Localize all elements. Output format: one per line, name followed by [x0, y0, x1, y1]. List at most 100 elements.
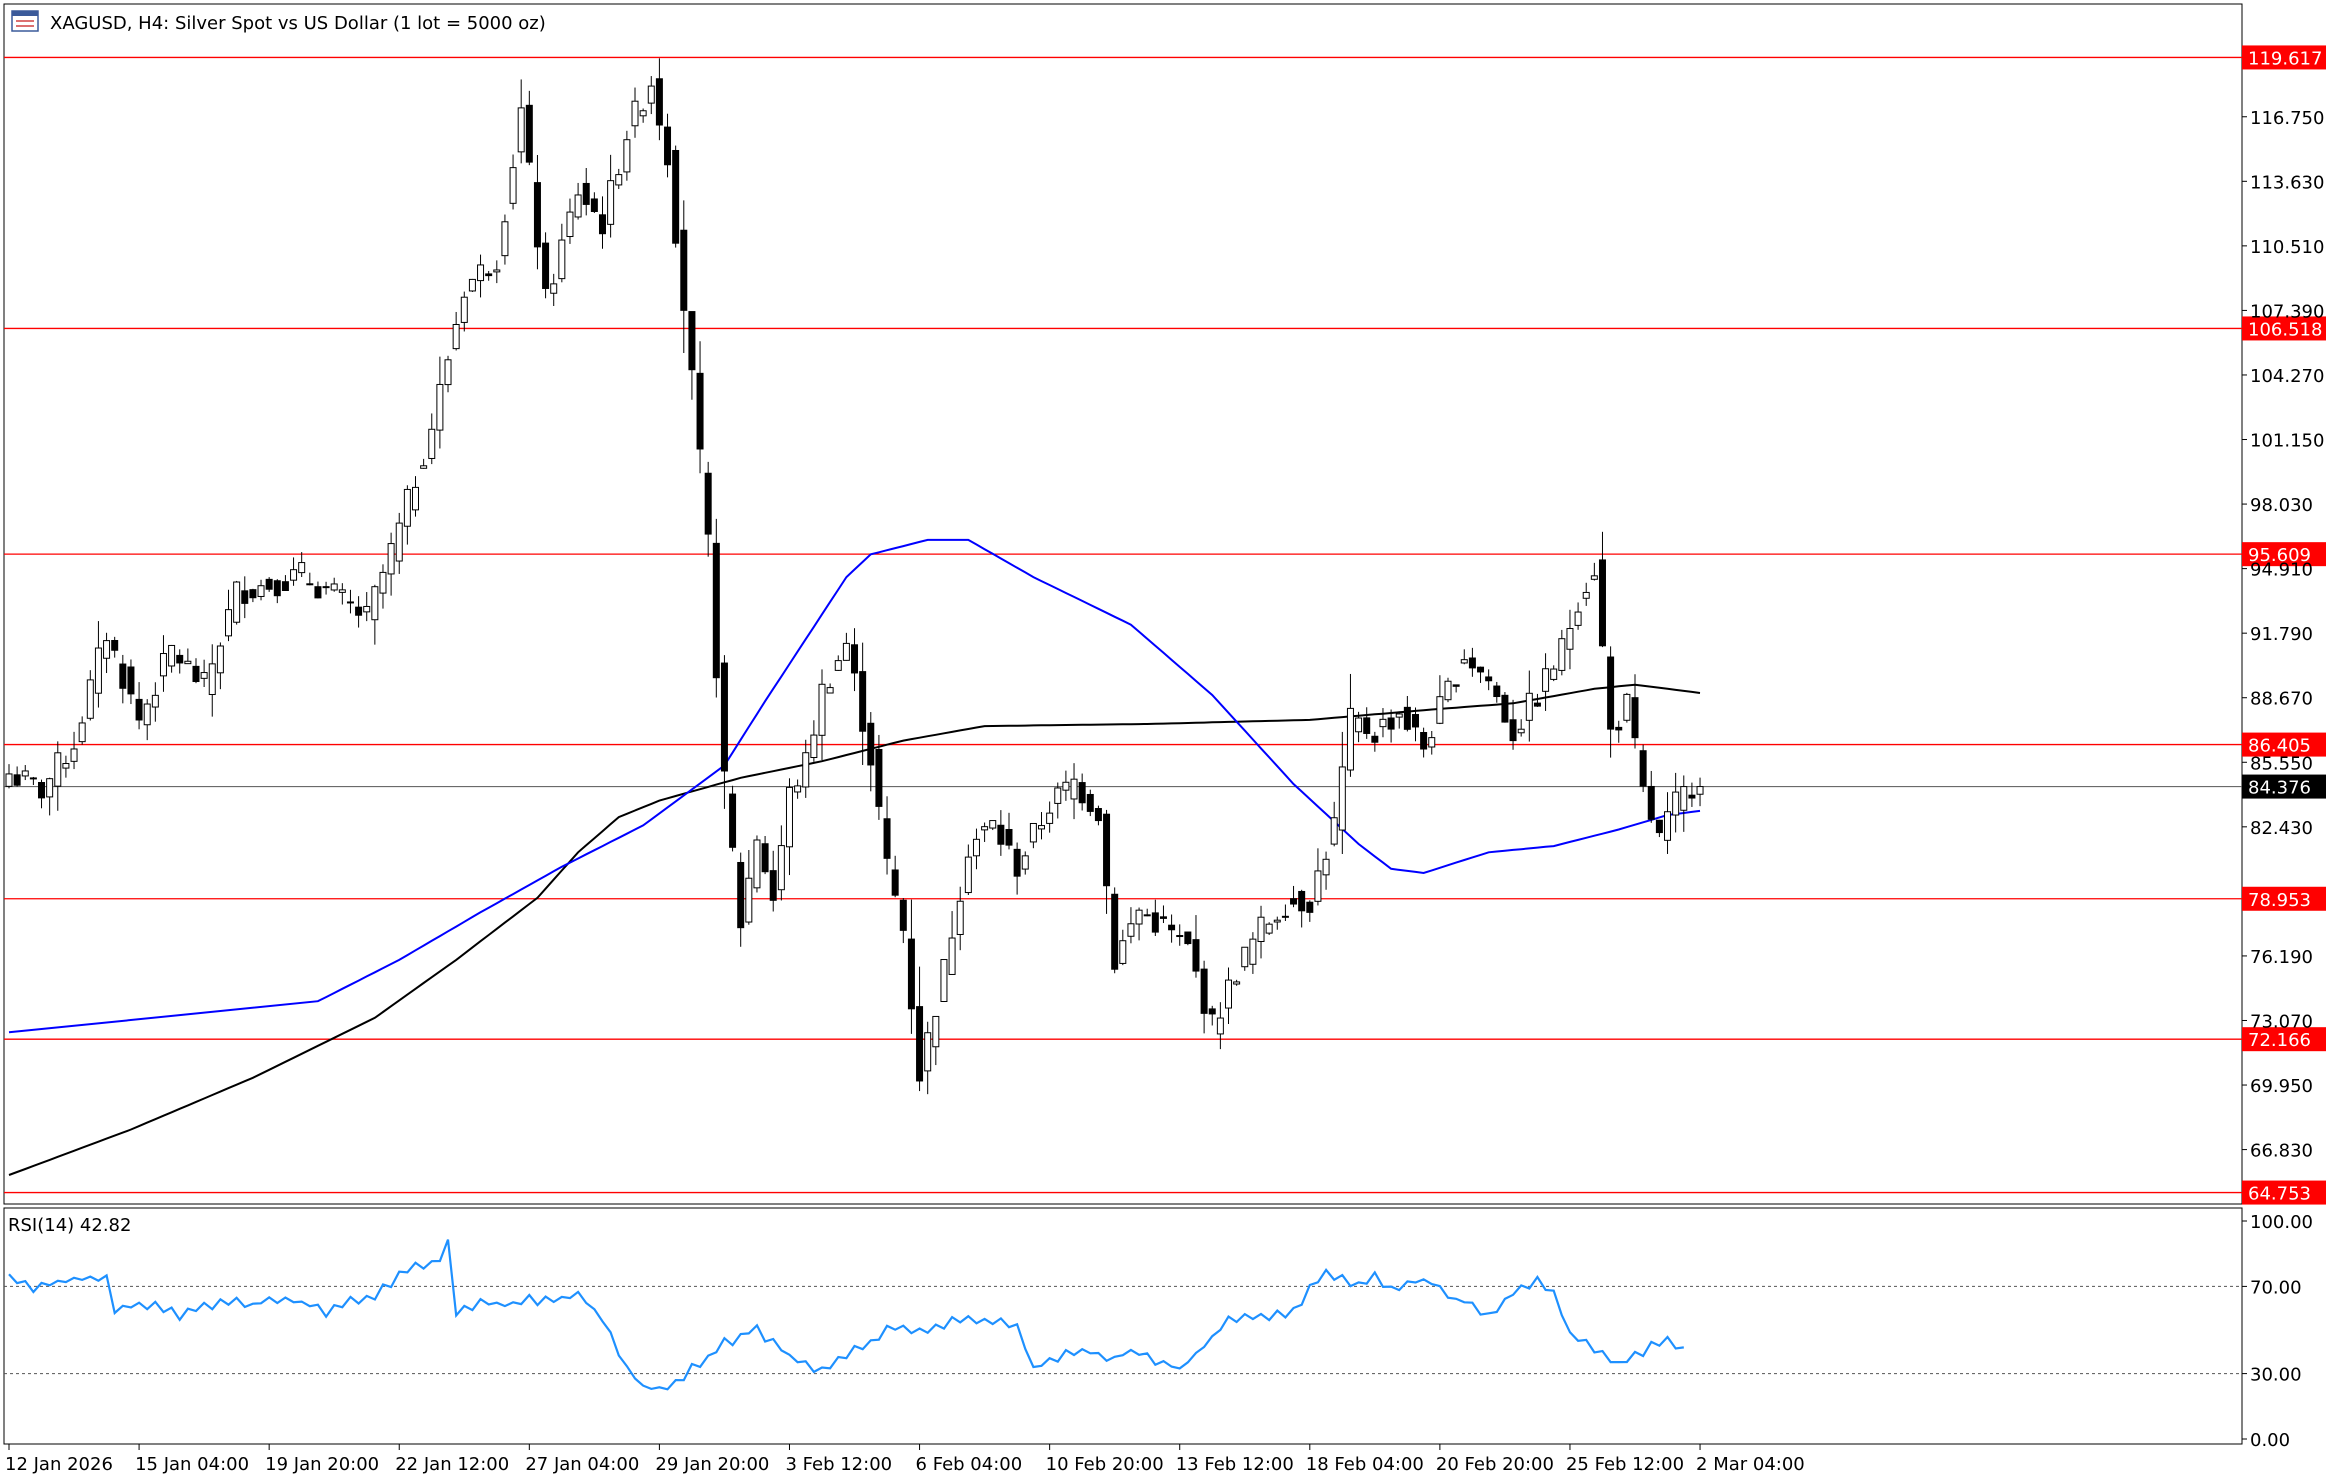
- candle-bear[interactable]: [883, 818, 891, 859]
- candle-bull[interactable]: [1216, 1017, 1224, 1035]
- candle-bear[interactable]: [737, 861, 745, 929]
- candle-bull[interactable]: [468, 278, 476, 292]
- candle-bull[interactable]: [1379, 718, 1387, 728]
- candle-bear[interactable]: [761, 843, 769, 873]
- candle-bear[interactable]: [542, 242, 550, 289]
- candle-bear[interactable]: [1363, 717, 1371, 734]
- candle-bull[interactable]: [1436, 696, 1444, 724]
- candle-bear[interactable]: [1200, 968, 1208, 1014]
- candle-bear[interactable]: [1387, 717, 1395, 730]
- candle-bull[interactable]: [371, 586, 379, 621]
- candle-bull[interactable]: [1029, 822, 1037, 843]
- candle-bull[interactable]: [1241, 946, 1249, 968]
- candle-bull[interactable]: [1176, 935, 1184, 938]
- candle-bull[interactable]: [1395, 713, 1403, 718]
- candle-bull[interactable]: [607, 180, 615, 225]
- candle-bear[interactable]: [1111, 893, 1119, 970]
- candle-bull[interactable]: [989, 820, 997, 829]
- candle-bull[interactable]: [1143, 914, 1151, 917]
- candle-bear[interactable]: [322, 586, 330, 589]
- candle-bear[interactable]: [1159, 916, 1167, 919]
- candle-bear[interactable]: [1647, 785, 1655, 820]
- candle-bull[interactable]: [1444, 680, 1452, 701]
- candle-bull[interactable]: [802, 752, 810, 788]
- candle-bear[interactable]: [265, 578, 273, 590]
- candle-bull[interactable]: [29, 777, 37, 780]
- candle-bull[interactable]: [436, 383, 444, 431]
- candle-bear[interactable]: [1005, 828, 1013, 846]
- candle-bull[interactable]: [216, 645, 224, 674]
- candle-bear[interactable]: [907, 938, 915, 1010]
- candle-bull[interactable]: [1542, 668, 1550, 692]
- candle-bull[interactable]: [428, 428, 436, 459]
- candle-bear[interactable]: [355, 606, 363, 616]
- candle-bull[interactable]: [452, 324, 460, 350]
- candle-bull[interactable]: [1135, 909, 1143, 925]
- candle-bear[interactable]: [1094, 808, 1102, 822]
- candle-bear[interactable]: [1371, 735, 1379, 743]
- candle-bull[interactable]: [86, 679, 94, 719]
- candle-bull[interactable]: [794, 785, 802, 793]
- candle-bull[interactable]: [615, 174, 623, 186]
- candle-bull[interactable]: [981, 826, 989, 831]
- candle-bull[interactable]: [21, 770, 29, 777]
- candle-bear[interactable]: [111, 639, 119, 651]
- candle-bear[interactable]: [582, 182, 590, 205]
- candle-bear[interactable]: [281, 581, 289, 591]
- candle-bull[interactable]: [403, 488, 411, 527]
- candle-bull[interactable]: [1281, 915, 1289, 918]
- candle-bear[interactable]: [680, 229, 688, 311]
- candle-bear[interactable]: [1509, 719, 1517, 742]
- candle-bull[interactable]: [70, 748, 78, 762]
- candle-bull[interactable]: [1566, 628, 1574, 650]
- candle-bear[interactable]: [769, 870, 777, 901]
- candle-bull[interactable]: [94, 647, 102, 694]
- candle-bull[interactable]: [1322, 858, 1330, 876]
- candle-bull[interactable]: [159, 653, 167, 677]
- candle-bull[interactable]: [964, 856, 972, 894]
- candle-bull[interactable]: [225, 609, 233, 637]
- candle-bull[interactable]: [753, 839, 761, 889]
- candle-bear[interactable]: [1598, 559, 1606, 647]
- candle-bear[interactable]: [672, 149, 680, 244]
- candle-bull[interactable]: [151, 694, 159, 708]
- candle-bull[interactable]: [550, 283, 558, 294]
- candle-bear[interactable]: [13, 774, 21, 786]
- candle-bull[interactable]: [477, 264, 485, 282]
- candle-bear[interactable]: [533, 182, 541, 248]
- candle-bear[interactable]: [1607, 656, 1615, 730]
- candle-bull[interactable]: [143, 703, 151, 726]
- candle-bull[interactable]: [387, 543, 395, 575]
- candle-bull[interactable]: [1346, 707, 1354, 771]
- candle-bear[interactable]: [135, 698, 143, 721]
- candle-bull[interactable]: [208, 663, 216, 696]
- candle-bear[interactable]: [696, 372, 704, 450]
- candle-bull[interactable]: [412, 486, 419, 511]
- candle-bull[interactable]: [1119, 940, 1127, 964]
- candle-bull[interactable]: [444, 359, 452, 386]
- candle-bear[interactable]: [192, 665, 200, 683]
- candle-bear[interactable]: [1208, 1008, 1216, 1015]
- candle-bear[interactable]: [249, 589, 257, 599]
- candle-bull[interactable]: [290, 569, 298, 581]
- candle-bear[interactable]: [916, 1006, 924, 1082]
- candle-bull[interactable]: [932, 1015, 940, 1048]
- candle-bull[interactable]: [298, 562, 306, 574]
- candle-bull[interactable]: [78, 722, 86, 743]
- candle-bull[interactable]: [1558, 638, 1566, 671]
- candle-bull[interactable]: [623, 139, 631, 173]
- candle-bear[interactable]: [1192, 939, 1200, 972]
- candle-bull[interactable]: [1330, 817, 1338, 845]
- candle-bull[interactable]: [647, 85, 655, 104]
- candle-bull[interactable]: [1672, 791, 1680, 816]
- candle-bull[interactable]: [1460, 659, 1468, 664]
- candle-bull[interactable]: [62, 763, 70, 769]
- candle-bear[interactable]: [1615, 726, 1623, 731]
- candle-bear[interactable]: [1013, 848, 1021, 877]
- candle-bear[interactable]: [1655, 819, 1663, 834]
- candle-bull[interactable]: [826, 687, 834, 694]
- candle-bull[interactable]: [1249, 938, 1257, 965]
- candle-bear[interactable]: [1168, 924, 1176, 931]
- candle-bear[interactable]: [273, 580, 281, 597]
- candle-bull[interactable]: [956, 900, 964, 935]
